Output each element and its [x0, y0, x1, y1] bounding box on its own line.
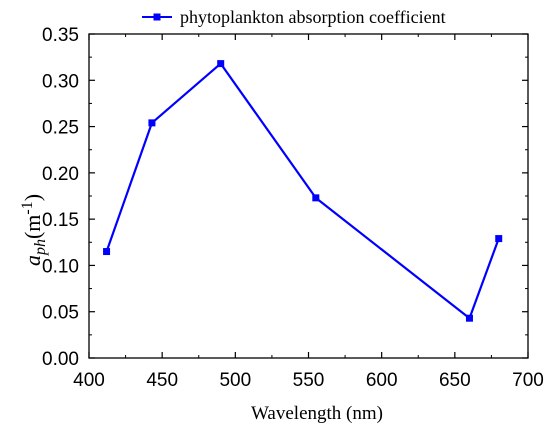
- series-line: [105, 62, 500, 320]
- data-point: [312, 194, 320, 202]
- y-tick-label: 0.20: [42, 164, 79, 185]
- data-point: [217, 60, 225, 68]
- y-tick-label: 0.35: [42, 25, 79, 46]
- x-tick-label: 450: [146, 370, 178, 391]
- y-axis-title: aph(m-1): [19, 194, 49, 266]
- legend-marker: [153, 13, 161, 21]
- plot-frame: [88, 33, 529, 359]
- ylabel-unit-exponent: -1: [19, 201, 36, 214]
- series-layer: [103, 60, 503, 322]
- x-tick-label: 600: [366, 370, 398, 391]
- y-tick-label: 0.10: [42, 256, 79, 277]
- y-tick-label: 0.00: [42, 349, 79, 370]
- legend-label: phytoplankton absorption coefficient: [180, 7, 446, 27]
- data-point: [465, 314, 473, 322]
- y-tick-label: 0.25: [42, 118, 79, 139]
- ylabel-unit-close: ): [20, 194, 45, 201]
- axes: 400 450 500 550 600 650 700 0.00 0.05 0.10 0.15 0.2…: [42, 25, 544, 391]
- x-tick-label: 650: [439, 370, 471, 391]
- legend: phytoplankton absorption coefficient: [142, 7, 446, 27]
- ylabel-symbol: a: [20, 255, 45, 266]
- x-axis-title: Wavelength (nm): [251, 403, 383, 424]
- y-tick-label: 0.30: [42, 71, 79, 92]
- svg-text:aph(m-1): aph(m-1): [19, 194, 49, 266]
- data-point: [148, 119, 156, 127]
- ylabel-subscript: ph: [32, 239, 49, 256]
- x-tick-label: 500: [219, 370, 251, 391]
- y-tick-label: 0.15: [42, 210, 79, 231]
- ylabel-unit-open: (m: [20, 215, 45, 239]
- x-tick-label: 700: [512, 370, 544, 391]
- data-point: [103, 248, 111, 256]
- x-tick-label: 400: [73, 370, 105, 391]
- data-point: [495, 235, 503, 243]
- y-tick-label: 0.05: [42, 303, 79, 324]
- x-tick-label: 550: [293, 370, 325, 391]
